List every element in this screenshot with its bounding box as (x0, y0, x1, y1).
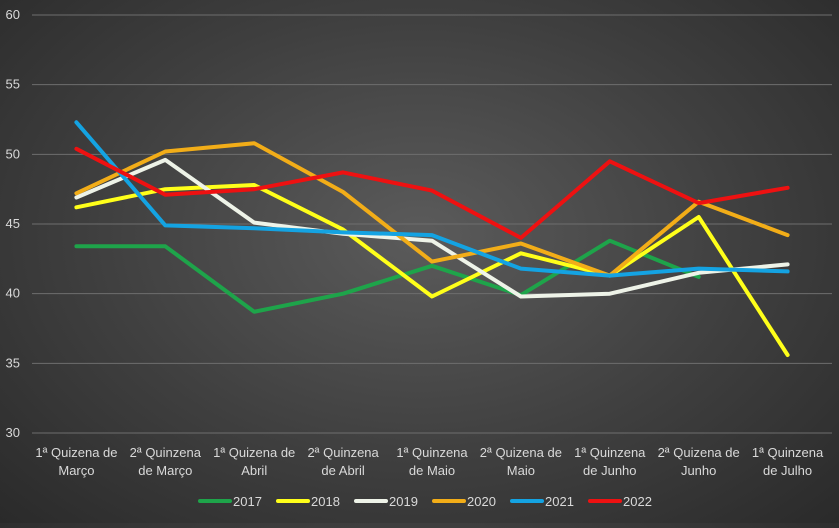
series-line-2022 (74, 146, 790, 240)
x-tick-label-line: 2ª Quinzena (130, 445, 202, 460)
x-tick-label: 2ª Quizena de Maio (480, 445, 562, 478)
series-layer (74, 120, 790, 357)
y-tick-label: 45 (6, 216, 20, 231)
legend-item-2022: 2022 (588, 494, 652, 509)
x-tick-label-line: de Julho (763, 463, 812, 478)
y-tick-label: 60 (6, 7, 20, 22)
legend-label: 2017 (233, 494, 262, 509)
x-tick-label-line: 1ª Quizena de (213, 445, 295, 460)
legend-label: 2018 (311, 494, 340, 509)
y-tick-label: 55 (6, 77, 20, 92)
y-tick-label: 30 (6, 425, 20, 440)
x-tick-label-line: Abril (241, 463, 267, 478)
x-tick-label-line: Maio (507, 463, 535, 478)
legend-label: 2022 (623, 494, 652, 509)
x-tick-label-line: 1ª Quizena de (35, 445, 117, 460)
x-tick-label: 2ª Quinzena de Abril (307, 445, 379, 478)
x-tick-label: 1ª Quinzena de Julho (752, 445, 824, 478)
legend-item-2021: 2021 (510, 494, 574, 509)
series-line-2018 (74, 183, 790, 357)
x-tick-label: 1ª Quinzena de Maio (396, 445, 468, 478)
y-tick-label: 50 (6, 146, 20, 161)
legend-item-2020: 2020 (432, 494, 496, 509)
x-tick-label-line: de Abril (321, 463, 364, 478)
x-tick-label-line: de Junho (583, 463, 637, 478)
series-line-2019 (74, 157, 790, 299)
series-line-2020 (74, 141, 790, 278)
legend-label: 2021 (545, 494, 574, 509)
y-tick-label: 35 (6, 355, 20, 370)
x-tick-label-line: Junho (681, 463, 716, 478)
x-tick-label-line: 2ª Quizena de (480, 445, 562, 460)
grid-layer (32, 14, 832, 434)
series-line-2017 (74, 238, 701, 314)
legend-label: 2019 (389, 494, 418, 509)
x-tick-label-line: Março (58, 463, 94, 478)
series-line-2021 (74, 120, 790, 278)
x-tick-label-line: 1ª Quinzena (752, 445, 824, 460)
legend-item-2019: 2019 (354, 494, 418, 509)
x-tick-label-line: 1ª Quinzena (396, 445, 468, 460)
x-axis-ticks: 1ª Quizena de Março 2ª Quinzena de Março 1ª … (35, 445, 824, 478)
x-tick-label: 1ª Quizena de Abril (213, 445, 295, 478)
x-tick-label-line: de Março (138, 463, 192, 478)
legend-item-2017: 2017 (198, 494, 262, 509)
x-tick-label-line: 2ª Quinzena (307, 445, 379, 460)
legend-item-2018: 2018 (276, 494, 340, 509)
y-axis-ticks: 30 35 40 45 50 55 60 (6, 7, 20, 440)
x-tick-label-line: 2ª Quizena de (658, 445, 740, 460)
x-tick-label-line: 1ª Quinzena (574, 445, 646, 460)
x-tick-label: 1ª Quinzena de Junho (574, 445, 646, 478)
y-tick-label: 40 (6, 286, 20, 301)
x-tick-label-line: de Maio (409, 463, 455, 478)
legend: 2017 2018 2019 2020 2021 2022 (198, 494, 652, 509)
x-tick-label: 2ª Quinzena de Março (130, 445, 202, 478)
legend-label: 2020 (467, 494, 496, 509)
x-tick-label: 2ª Quizena de Junho (658, 445, 740, 478)
x-tick-label: 1ª Quizena de Março (35, 445, 117, 478)
